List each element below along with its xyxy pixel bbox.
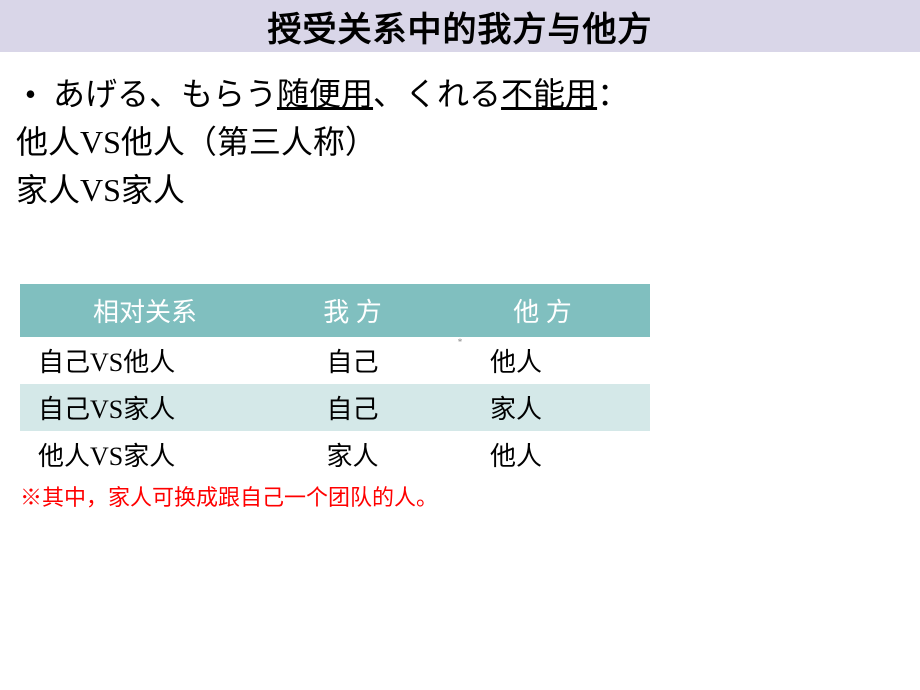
bullet-underline-2: 不能用 (501, 76, 597, 112)
table-cell: 自己 (270, 337, 435, 384)
subline-2: 家人VS家人 (8, 166, 912, 214)
relation-table: 相对关系 我 方 他 方 自己VS他人 自己 他人 自己VS家人 自己 家人 他… (20, 284, 650, 478)
table-header-3: 他 方 (435, 284, 650, 337)
table-cell: 他人VS家人 (20, 431, 270, 478)
table-cell: 自己VS家人 (20, 384, 270, 431)
bullet-line: •あげる、もらう随便用、くれる不能用： (8, 70, 912, 118)
table-header-row: 相对关系 我 方 他 方 (20, 284, 650, 337)
table-cell: 他人 (435, 431, 650, 478)
subline-1: 他人VS他人（第三人称） (8, 118, 912, 166)
bullet-text-3: ： (597, 76, 629, 112)
table-header-1: 相对关系 (20, 284, 270, 337)
bullet-marker: • (8, 70, 53, 118)
footnote: ※其中，家人可换成跟自己一个团队的人。 (20, 480, 900, 512)
table-cell: 自己 (270, 384, 435, 431)
table-row: 自己VS他人 自己 他人 (20, 337, 650, 384)
slide-title: 授受关系中的我方与他方 (268, 2, 653, 51)
table-cell: 家人 (270, 431, 435, 478)
table-cell: 自己VS他人 (20, 337, 270, 384)
table-header-2: 我 方 (270, 284, 435, 337)
table-cell: 家人 (435, 384, 650, 431)
bullet-text-2: 、くれる (373, 76, 501, 112)
table-row: 他人VS家人 家人 他人 (20, 431, 650, 478)
bullet-text-1: あげる、もらう (53, 76, 277, 112)
bullet-section: •あげる、もらう随便用、くれる不能用： 他人VS他人（第三人称） 家人VS家人 (0, 52, 920, 214)
bullet-underline-1: 随便用 (277, 76, 373, 112)
table-container: 相对关系 我 方 他 方 自己VS他人 自己 他人 自己VS家人 自己 家人 他… (20, 284, 900, 478)
title-bar: 授受关系中的我方与他方 (0, 0, 920, 52)
table-cell: 他人 (435, 337, 650, 384)
page-marker: * (458, 337, 463, 347)
table-row: 自己VS家人 自己 家人 (20, 384, 650, 431)
